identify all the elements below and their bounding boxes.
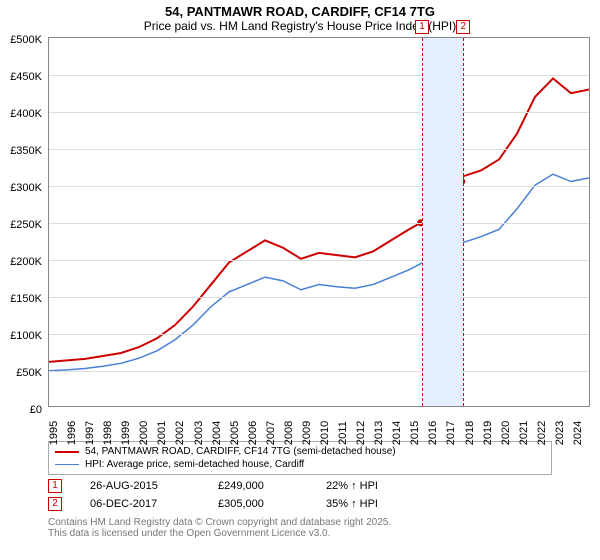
- x-tick-label: 1999: [120, 421, 132, 445]
- sale-period-band: [422, 38, 463, 406]
- legend-box: 54, PANTMAWR ROAD, CARDIFF, CF14 7TG (se…: [48, 441, 552, 475]
- x-tick-label: 1997: [84, 421, 96, 445]
- x-tick-label: 2012: [355, 421, 367, 445]
- chart-lines: [49, 38, 589, 406]
- x-tick-label: 2018: [464, 421, 476, 445]
- y-tick-label: £350K: [10, 145, 42, 157]
- x-tick-label: 2005: [229, 421, 241, 445]
- x-tick-label: 2017: [445, 421, 457, 445]
- sale-price: £249,000: [218, 480, 298, 492]
- legend-item: 54, PANTMAWR ROAD, CARDIFF, CF14 7TG (se…: [55, 445, 545, 458]
- x-tick-label: 2013: [373, 421, 385, 445]
- x-axis-labels: 1995199619971998199920002001200220032004…: [48, 407, 590, 439]
- sale-marker-badge: 1: [415, 20, 429, 34]
- y-tick-label: £250K: [10, 219, 42, 231]
- x-tick-label: 2001: [156, 421, 168, 445]
- y-tick-label: £0: [30, 404, 42, 416]
- x-tick-label: 2006: [247, 421, 259, 445]
- sale-row: 1 26-AUG-2015 £249,000 22% ↑ HPI: [48, 477, 552, 495]
- sale-marker-line: [422, 38, 423, 406]
- sale-delta: 22% ↑ HPI: [326, 480, 378, 492]
- x-tick-label: 2021: [518, 421, 530, 445]
- x-tick-label: 2003: [193, 421, 205, 445]
- sale-date: 26-AUG-2015: [90, 480, 190, 492]
- x-tick-label: 2007: [265, 421, 277, 445]
- x-tick-label: 2009: [301, 421, 313, 445]
- sale-delta: 35% ↑ HPI: [326, 498, 378, 510]
- sale-date: 06-DEC-2017: [90, 498, 190, 510]
- legend-label: 54, PANTMAWR ROAD, CARDIFF, CF14 7TG (se…: [85, 446, 396, 457]
- y-tick-label: £300K: [10, 182, 42, 194]
- y-tick-label: £200K: [10, 256, 42, 268]
- footer-attribution: Contains HM Land Registry data © Crown c…: [48, 517, 552, 539]
- page-subtitle: Price paid vs. HM Land Registry's House …: [0, 19, 600, 37]
- footer-line-2: This data is licensed under the Open Gov…: [48, 528, 552, 539]
- legend-swatch: [55, 464, 79, 466]
- sale-price: £305,000: [218, 498, 298, 510]
- y-tick-label: £150K: [10, 293, 42, 305]
- x-tick-label: 2022: [536, 421, 548, 445]
- legend-label: HPI: Average price, semi-detached house,…: [85, 459, 304, 470]
- y-tick-label: £100K: [10, 330, 42, 342]
- y-tick-label: £500K: [10, 34, 42, 46]
- x-tick-label: 2015: [409, 421, 421, 445]
- x-tick-label: 2002: [174, 421, 186, 445]
- sale-marker-line: [463, 38, 464, 406]
- series-line-hpi: [49, 174, 589, 371]
- x-tick-label: 2014: [391, 421, 403, 445]
- y-tick-label: £450K: [10, 71, 42, 83]
- sale-marker-badge: 2: [456, 20, 470, 34]
- sale-row: 2 06-DEC-2017 £305,000 35% ↑ HPI: [48, 495, 552, 513]
- legend-item: HPI: Average price, semi-detached house,…: [55, 458, 545, 471]
- x-tick-label: 2023: [554, 421, 566, 445]
- x-tick-label: 1995: [48, 421, 60, 445]
- x-tick-label: 2010: [319, 421, 331, 445]
- y-tick-label: £50K: [16, 367, 42, 379]
- footer-line-1: Contains HM Land Registry data © Crown c…: [48, 517, 552, 528]
- y-tick-label: £400K: [10, 108, 42, 120]
- x-tick-label: 1998: [102, 421, 114, 445]
- x-tick-label: 2024: [572, 421, 584, 445]
- x-tick-label: 2020: [500, 421, 512, 445]
- x-tick-label: 2016: [427, 421, 439, 445]
- sale-row-marker: 1: [48, 479, 62, 493]
- x-tick-label: 2004: [211, 421, 223, 445]
- y-axis-labels: £0£50K£100K£150K£200K£250K£300K£350K£400…: [0, 40, 46, 410]
- x-tick-label: 2008: [283, 421, 295, 445]
- legend-swatch: [55, 451, 79, 453]
- chart-plot-area: 12: [48, 37, 590, 407]
- x-tick-label: 1996: [66, 421, 78, 445]
- x-tick-label: 2000: [138, 421, 150, 445]
- sale-row-marker: 2: [48, 497, 62, 511]
- x-tick-label: 2011: [337, 421, 349, 445]
- page-title: 54, PANTMAWR ROAD, CARDIFF, CF14 7TG: [0, 0, 600, 19]
- x-tick-label: 2019: [482, 421, 494, 445]
- sales-table: 1 26-AUG-2015 £249,000 22% ↑ HPI 2 06-DEC-201…: [48, 477, 552, 513]
